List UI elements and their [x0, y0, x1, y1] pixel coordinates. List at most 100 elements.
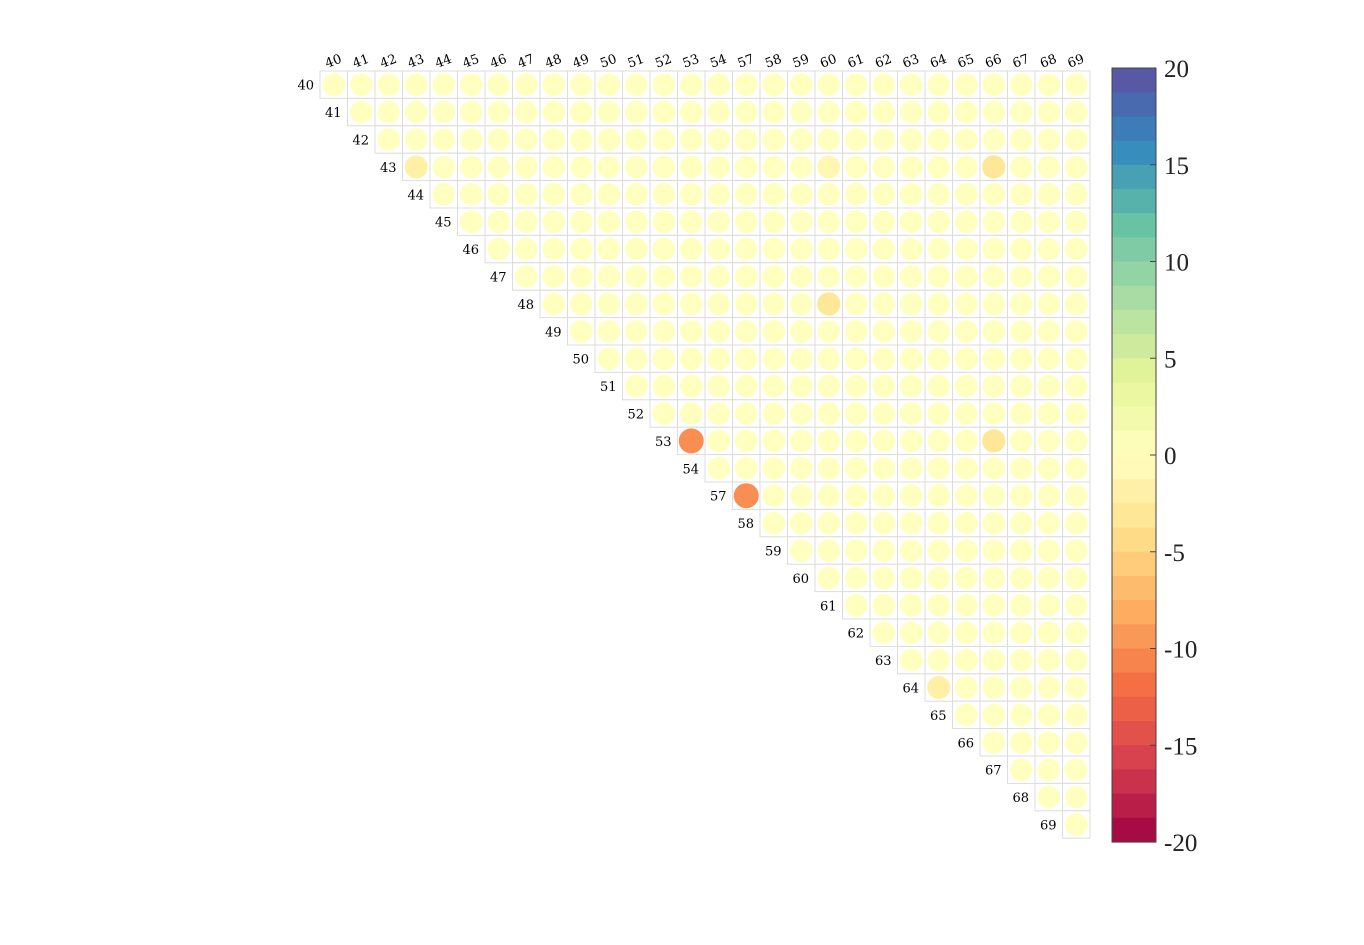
heatmap-cell-63-64 — [927, 648, 951, 672]
heatmap-cell-45-49 — [569, 210, 593, 233]
heatmap-cell-62-63 — [899, 621, 923, 644]
heatmap-cell-61-67 — [1009, 594, 1033, 617]
heatmap-cell-44-61 — [844, 183, 868, 206]
colorbar-band — [1112, 382, 1156, 408]
heatmap-cell-52-69 — [1064, 402, 1088, 425]
heatmap-cell-42-51 — [624, 128, 648, 151]
heatmap-cell-52-53 — [679, 402, 703, 425]
heatmap-cell-53-53 — [678, 428, 704, 454]
heatmap-cell-50-64 — [927, 347, 951, 371]
colorbar-band — [1112, 527, 1156, 553]
column-label-53: 53 — [681, 52, 702, 72]
heatmap-cell-44-49 — [569, 183, 593, 206]
heatmap-cell-63-69 — [1064, 648, 1088, 672]
row-label-57: 57 — [710, 490, 727, 505]
heatmap-cell-46-65 — [954, 237, 978, 261]
colorbar-band — [1112, 455, 1156, 480]
heatmap-cell-43-43 — [404, 155, 428, 179]
heatmap-cell-60-66 — [982, 566, 1006, 590]
heatmap-cell-62-66 — [982, 621, 1006, 644]
heatmap-cell-54-69 — [1064, 457, 1088, 480]
column-label-52: 52 — [653, 52, 674, 72]
heatmap-cell-61-65 — [954, 594, 978, 617]
heatmap-cell-52-62 — [872, 402, 896, 425]
heatmap-cell-47-52 — [652, 265, 676, 288]
column-label-42: 42 — [378, 52, 399, 72]
heatmap-cell-40-42 — [377, 73, 401, 96]
heatmap-cell-53-61 — [844, 429, 868, 453]
heatmap-cell-60-63 — [899, 566, 923, 590]
row-label-40: 40 — [297, 79, 314, 94]
heatmap-cell-40-41 — [349, 73, 373, 96]
heatmap-cell-52-61 — [844, 402, 868, 425]
heatmap-cell-42-50 — [597, 128, 621, 151]
colorbar-tick-label: -10 — [1164, 637, 1197, 664]
heatmap-cell-41-60 — [817, 100, 841, 124]
heatmap-cell-43-66 — [982, 155, 1006, 179]
colorbar-band — [1112, 116, 1156, 142]
heatmap-cell-52-67 — [1009, 402, 1033, 425]
heatmap-cell-42-52 — [652, 128, 676, 151]
colorbar-band — [1112, 672, 1156, 698]
heatmap-cell-44-52 — [652, 183, 676, 206]
heatmap-cell-46-66 — [982, 237, 1006, 261]
heatmap-cell-43-65 — [954, 155, 978, 179]
colorbar-tick-label: 15 — [1164, 153, 1189, 180]
heatmap-cell-46-48 — [542, 237, 566, 261]
heatmap-cell-40-43 — [404, 73, 428, 96]
heatmap-cell-46-53 — [679, 237, 703, 261]
column-label-40: 40 — [323, 52, 344, 72]
heatmap-cell-60-68 — [1037, 566, 1061, 590]
heatmap-cell-49-62 — [872, 320, 896, 343]
heatmap-cell-49-57 — [734, 320, 758, 343]
heatmap-cell-59-64 — [927, 539, 951, 562]
heatmap-cell-53-64 — [927, 429, 951, 453]
heatmap-cell-42-54 — [707, 128, 731, 151]
heatmap-cell-53-54 — [707, 429, 731, 453]
heatmap-cell-45-67 — [1009, 210, 1033, 233]
heatmap-cell-41-54 — [707, 100, 731, 124]
heatmap-cell-46-63 — [899, 237, 923, 261]
heatmap-cell-66-68 — [1037, 731, 1061, 754]
heatmap-cell-50-51 — [624, 347, 648, 371]
heatmap-cell-40-60 — [817, 73, 841, 96]
heatmap-cell-44-47 — [514, 183, 538, 206]
heatmap-cell-42-69 — [1064, 128, 1088, 151]
heatmap-cell-48-58 — [762, 292, 786, 316]
heatmap-cell-58-59 — [789, 511, 813, 535]
heatmap-cell-47-51 — [624, 265, 648, 288]
heatmap-cell-58-67 — [1009, 511, 1033, 535]
heatmap-cell-64-64 — [927, 675, 951, 700]
heatmap-cell-67-68 — [1037, 758, 1061, 781]
heatmap-cell-57-66 — [982, 484, 1006, 508]
heatmap-cell-54-60 — [817, 457, 841, 480]
row-label-49: 49 — [545, 325, 562, 340]
heatmap-cell-53-57 — [734, 429, 758, 453]
heatmap-cell-60-64 — [927, 566, 951, 590]
column-label-61: 61 — [846, 52, 867, 72]
heatmap-cell-42-59 — [789, 128, 813, 151]
heatmap-cell-46-58 — [762, 237, 786, 261]
heatmap-cell-54-68 — [1037, 457, 1061, 480]
heatmap-cell-54-67 — [1009, 457, 1033, 480]
heatmap-cell-50-69 — [1064, 347, 1088, 371]
heatmap-cell-58-60 — [817, 511, 841, 535]
heatmap-cell-59-63 — [899, 539, 923, 562]
heatmap-cell-43-44 — [432, 155, 456, 179]
colorbar-band — [1112, 503, 1156, 529]
heatmap-cell-53-60 — [817, 429, 841, 453]
heatmap-cell-45-61 — [844, 210, 868, 233]
heatmap-cell-40-54 — [707, 73, 731, 96]
heatmap-cell-45-59 — [789, 210, 813, 233]
row-label-69: 69 — [1040, 819, 1057, 834]
heatmap-cell-53-62 — [872, 429, 896, 453]
heatmap-cell-50-66 — [982, 347, 1006, 371]
heatmap-cell-41-66 — [982, 100, 1006, 124]
heatmap-cell-43-45 — [459, 155, 483, 179]
heatmap-cell-54-66 — [982, 457, 1006, 480]
heatmap-cell-46-59 — [789, 237, 813, 261]
heatmap-cell-44-57 — [734, 183, 758, 206]
heatmap-cell-57-68 — [1037, 484, 1061, 508]
heatmap-cell-48-69 — [1064, 292, 1088, 316]
heatmap-cell-65-67 — [1009, 703, 1033, 727]
